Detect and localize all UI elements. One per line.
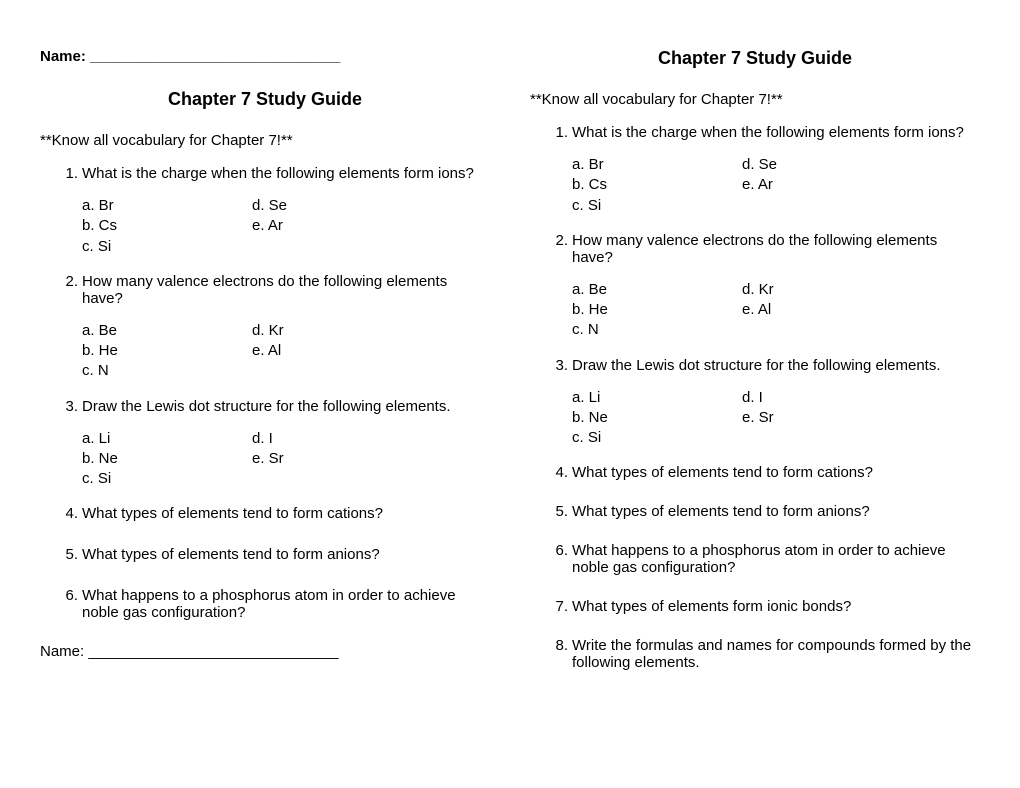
option: b. Cs xyxy=(82,216,252,236)
vocab-note: **Know all vocabulary for Chapter 7!** xyxy=(530,91,980,108)
option: b. He xyxy=(82,341,252,361)
option: e. Sr xyxy=(252,449,490,469)
q-number: 6. xyxy=(550,542,572,576)
option: e. Al xyxy=(252,341,490,361)
option: e. Ar xyxy=(252,216,490,236)
option: e. Al xyxy=(742,300,980,320)
q-text: What is the charge when the following el… xyxy=(82,165,490,182)
option: c. Si xyxy=(572,196,742,216)
q3-options: a. Li b. Ne c. Si d. I e. Sr xyxy=(40,429,490,490)
q-number: 5. xyxy=(60,546,82,563)
question-6: 6. What happens to a phosphorus atom in … xyxy=(530,542,980,576)
question-4: 4. What types of elements tend to form c… xyxy=(530,464,980,481)
q-number: 4. xyxy=(60,505,82,522)
question-1: 1. What is the charge when the following… xyxy=(530,124,980,141)
q-text: How many valence electrons do the follow… xyxy=(82,273,490,307)
q2-options: a. Be b. He c. N d. Kr e. Al xyxy=(530,280,980,341)
q1-options: a. Br b. Cs c. Si d. Se e. Ar xyxy=(530,155,980,216)
option: d. I xyxy=(742,388,980,408)
option: a. Br xyxy=(82,196,252,216)
q-text: What happens to a phosphorus atom in ord… xyxy=(82,587,490,621)
page-title: Chapter 7 Study Guide xyxy=(40,89,490,110)
q-number: 2. xyxy=(60,273,82,307)
option: a. Li xyxy=(572,388,742,408)
option: a. Li xyxy=(82,429,252,449)
right-column: Chapter 7 Study Guide **Know all vocabul… xyxy=(530,48,980,788)
left-column: Name: ______________________________ Cha… xyxy=(40,48,490,788)
option: b. Ne xyxy=(82,449,252,469)
option: c. Si xyxy=(572,428,742,448)
option: c. N xyxy=(82,361,252,381)
q-text: Draw the Lewis dot structure for the fol… xyxy=(572,357,980,374)
option: d. Se xyxy=(742,155,980,175)
q1-options: a. Br b. Cs c. Si d. Se e. Ar xyxy=(40,196,490,257)
option: d. Se xyxy=(252,196,490,216)
option: e. Sr xyxy=(742,408,980,428)
q2-options: a. Be b. He c. N d. Kr e. Al xyxy=(40,321,490,382)
option: a. Br xyxy=(572,155,742,175)
option: c. N xyxy=(572,320,742,340)
q-number: 3. xyxy=(550,357,572,374)
option: b. Ne xyxy=(572,408,742,428)
q-number: 1. xyxy=(60,165,82,182)
q-text: What types of elements tend to form cati… xyxy=(572,464,980,481)
question-8: 8. Write the formulas and names for comp… xyxy=(530,637,980,671)
question-5: 5. What types of elements tend to form a… xyxy=(530,503,980,520)
name-field: Name: ______________________________ xyxy=(40,48,490,65)
question-3: 3. Draw the Lewis dot structure for the … xyxy=(530,357,980,374)
vocab-note: **Know all vocabulary for Chapter 7!** xyxy=(40,132,490,149)
question-4: 4. What types of elements tend to form c… xyxy=(40,505,490,522)
option: a. Be xyxy=(82,321,252,341)
q-number: 7. xyxy=(550,598,572,615)
q-text: Draw the Lewis dot structure for the fol… xyxy=(82,398,490,415)
option: b. He xyxy=(572,300,742,320)
q-text: What types of elements tend to form anio… xyxy=(82,546,490,563)
page-title: Chapter 7 Study Guide xyxy=(530,48,980,69)
q-number: 6. xyxy=(60,587,82,621)
q-number: 5. xyxy=(550,503,572,520)
q-text: What types of elements tend to form cati… xyxy=(82,505,490,522)
q-number: 4. xyxy=(550,464,572,481)
option: b. Cs xyxy=(572,175,742,195)
q-text: What types of elements form ionic bonds? xyxy=(572,598,980,615)
q-number: 1. xyxy=(550,124,572,141)
q-number: 8. xyxy=(550,637,572,671)
q-text: How many valence electrons do the follow… xyxy=(572,232,980,266)
question-5: 5. What types of elements tend to form a… xyxy=(40,546,490,563)
q-number: 3. xyxy=(60,398,82,415)
option: d. I xyxy=(252,429,490,449)
question-1: 1. What is the charge when the following… xyxy=(40,165,490,182)
question-2: 2. How many valence electrons do the fol… xyxy=(530,232,980,266)
q3-options: a. Li b. Ne c. Si d. I e. Sr xyxy=(530,388,980,449)
question-7: 7. What types of elements form ionic bon… xyxy=(530,598,980,615)
question-6: 6. What happens to a phosphorus atom in … xyxy=(40,587,490,621)
name-field-2: Name: ______________________________ xyxy=(40,643,490,660)
option: c. Si xyxy=(82,237,252,257)
q-text: What is the charge when the following el… xyxy=(572,124,980,141)
option: a. Be xyxy=(572,280,742,300)
option: e. Ar xyxy=(742,175,980,195)
option: d. Kr xyxy=(252,321,490,341)
question-3: 3. Draw the Lewis dot structure for the … xyxy=(40,398,490,415)
q-number: 2. xyxy=(550,232,572,266)
option: d. Kr xyxy=(742,280,980,300)
question-2: 2. How many valence electrons do the fol… xyxy=(40,273,490,307)
q-text: What happens to a phosphorus atom in ord… xyxy=(572,542,980,576)
q-text: Write the formulas and names for compoun… xyxy=(572,637,980,671)
q-text: What types of elements tend to form anio… xyxy=(572,503,980,520)
option: c. Si xyxy=(82,469,252,489)
